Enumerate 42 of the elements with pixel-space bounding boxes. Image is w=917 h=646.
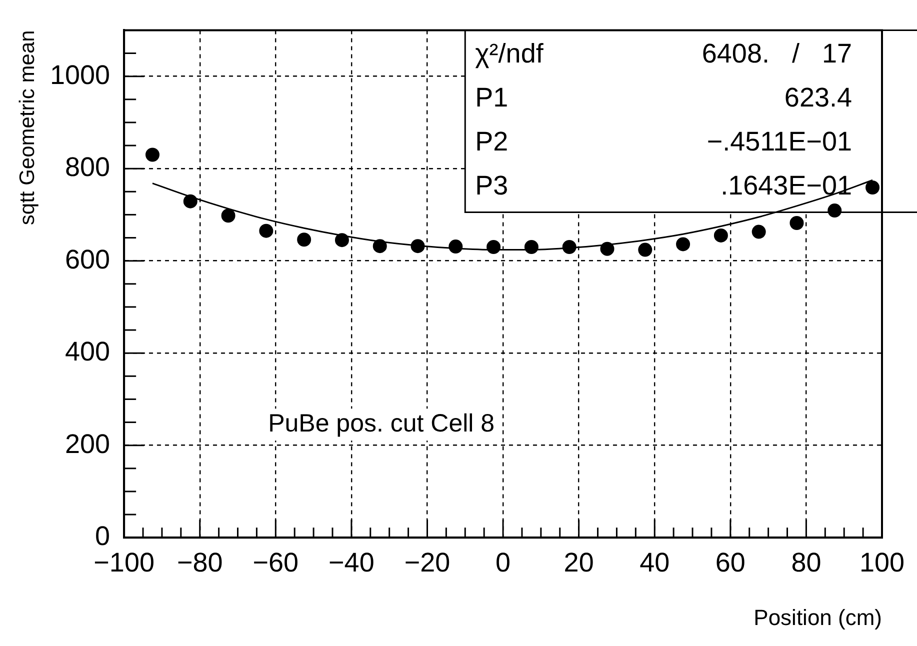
point <box>752 224 766 239</box>
y-tick-label: 1000 <box>50 60 110 90</box>
point <box>562 240 576 254</box>
x-tick-label: 40 <box>640 547 670 578</box>
text: χ²/ndf 6408. / 17 <box>475 38 852 69</box>
point <box>259 224 274 238</box>
point <box>828 204 842 218</box>
point <box>524 240 538 254</box>
point <box>183 194 198 208</box>
point <box>297 232 312 247</box>
x-tick-label: 80 <box>791 547 822 578</box>
point <box>410 239 425 254</box>
point <box>334 233 349 248</box>
y-tick-label: 200 <box>65 428 110 459</box>
point <box>714 228 728 242</box>
point <box>145 148 160 162</box>
x-tick-label: −20 <box>404 547 450 578</box>
y-tick-label: 400 <box>65 336 110 367</box>
point <box>600 242 614 256</box>
y-tick-label: 800 <box>65 152 110 182</box>
point <box>372 239 387 254</box>
point <box>221 208 236 223</box>
point <box>676 237 690 252</box>
point <box>866 180 880 194</box>
x-axis-title: Position (cm) <box>754 605 882 630</box>
text: P3 .1643E−01 <box>475 170 852 201</box>
y-tick-label: 600 <box>65 244 110 274</box>
point <box>638 242 652 257</box>
annotation: PuBe pos. cut Cell 8 <box>268 409 495 438</box>
text: P1 623.4 <box>475 82 852 113</box>
y-axis-title: sqtt Geometric mean <box>16 30 39 226</box>
x-tick-label: 20 <box>564 547 594 578</box>
point <box>448 240 463 254</box>
x-tick-label: 60 <box>715 547 746 578</box>
point <box>486 240 501 254</box>
x-tick-label: −40 <box>328 547 374 578</box>
x-tick-label: 100 <box>859 547 905 578</box>
text: P2 −.4511E−01 <box>475 126 852 157</box>
point <box>790 216 804 230</box>
x-tick-label: −60 <box>252 547 299 578</box>
x-tick-label: 0 <box>496 547 511 578</box>
x-tick-label: −80 <box>176 547 223 578</box>
